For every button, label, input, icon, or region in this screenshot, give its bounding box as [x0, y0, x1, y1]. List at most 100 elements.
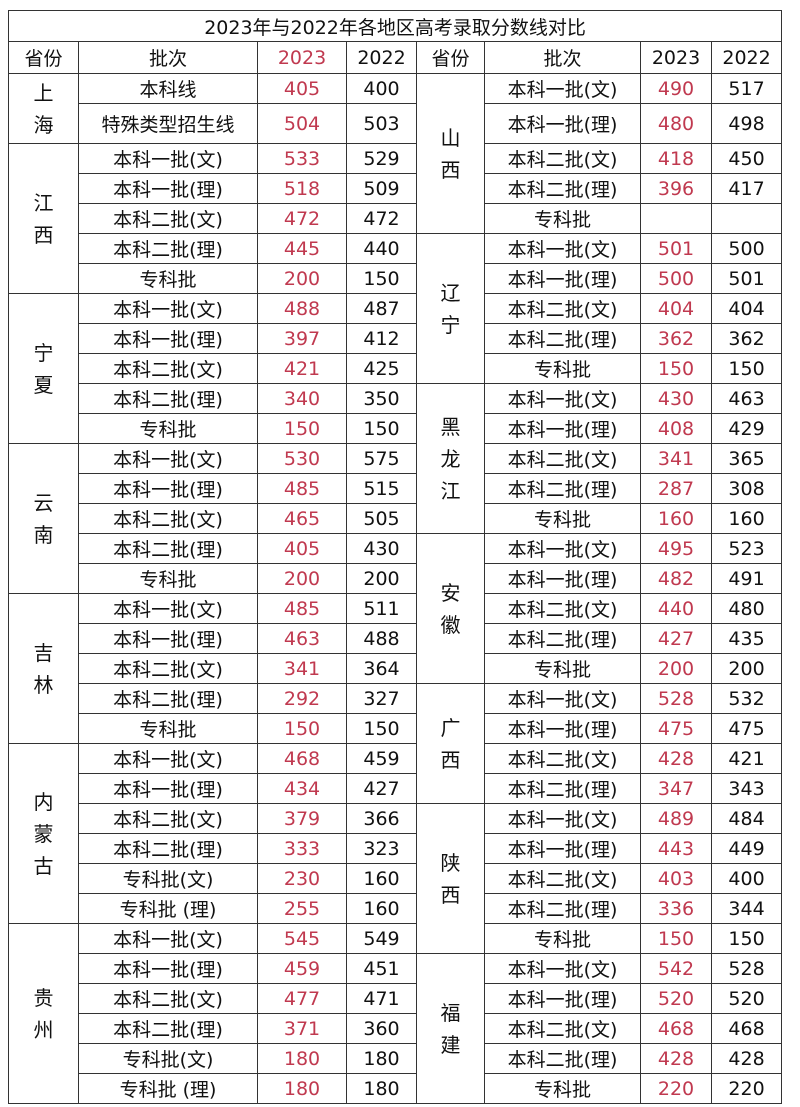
- score-2022-cell: 180: [346, 1043, 417, 1074]
- table-row: 本科二批(文) 465 505 专科批 160 160: [9, 503, 783, 534]
- table-row: 本科二批(理) 333 323 本科一批(理) 443 449: [9, 833, 783, 864]
- batch-cell: 本科二批(文): [484, 743, 641, 774]
- batch-cell: 本科一批(理): [78, 323, 258, 354]
- score-2023-cell: 403: [640, 863, 712, 894]
- score-2023-cell: 485: [257, 593, 347, 624]
- score-2023-cell: 405: [257, 73, 347, 104]
- score-2023-cell: 528: [640, 683, 712, 714]
- table-row: 本科一批(理) 459 451 福建 本科一批(文) 542 528: [9, 953, 783, 1104]
- batch-cell: 专科批: [484, 353, 641, 384]
- score-2023-cell: 440: [640, 593, 712, 624]
- batch-cell: 本科一批(理): [484, 413, 641, 444]
- score-2023-cell: 428: [640, 743, 712, 774]
- score-2023-cell: 150: [257, 713, 347, 744]
- score-comparison-table: 2023年与2022年各地区高考录取分数线对比 省份 批次 2023 2022 …: [7, 10, 783, 1104]
- batch-cell: 本科一批(理): [484, 103, 641, 144]
- province-cell: 云南: [8, 443, 79, 594]
- score-2023-cell: 495: [640, 533, 712, 564]
- batch-cell: 本科二批(文): [78, 983, 258, 1014]
- score-2022-cell: 472: [346, 203, 417, 234]
- table-row: 江西 本科一批(文) 533 529 本科二批(文) 418 450: [8, 143, 783, 294]
- batch-cell: 本科一批(文): [484, 233, 641, 264]
- score-2023-cell: 468: [640, 1013, 712, 1044]
- score-2022-cell: 528: [710, 953, 783, 984]
- table-row: 专科批 150 150 本科一批(理) 408 429: [9, 413, 783, 444]
- table-row: 专科批(文) 180 180 本科二批(理) 428 428: [9, 1043, 783, 1074]
- score-2023-cell: 180: [257, 1043, 347, 1074]
- batch-cell: 本科二批(理): [484, 323, 641, 354]
- score-2023-cell: 150: [257, 413, 347, 444]
- header-2022-left: 2022: [346, 41, 417, 74]
- score-2022-cell: 150: [346, 263, 417, 294]
- batch-cell: 本科二批(理): [484, 1043, 641, 1074]
- score-2023-cell: 418: [640, 143, 712, 174]
- score-2023-cell: 379: [257, 803, 347, 834]
- score-2023-cell: 501: [640, 233, 712, 264]
- score-2022-cell: 500: [710, 233, 783, 264]
- score-2023-cell: 255: [257, 893, 347, 924]
- batch-cell: 专科批: [484, 1073, 641, 1104]
- batch-cell: 本科一批(理): [484, 563, 641, 594]
- batch-cell: 专科批(文): [78, 1043, 258, 1074]
- score-2022-cell: 503: [346, 103, 417, 144]
- batch-cell: 本科一批(文): [484, 533, 641, 564]
- score-2022-cell: 150: [710, 353, 783, 384]
- table-row: 专科批(文) 230 160 本科二批(文) 403 400: [9, 863, 783, 894]
- batch-cell: 本科二批(理): [484, 893, 641, 924]
- score-2022-cell: 517: [710, 73, 783, 104]
- score-2023-cell: 333: [257, 833, 347, 864]
- province-cell: 广西: [416, 683, 485, 804]
- score-2022-cell: 488: [346, 623, 417, 654]
- score-2022-cell: 362: [710, 323, 783, 354]
- score-2023-cell: 489: [640, 803, 712, 834]
- batch-cell: 专科批: [78, 263, 258, 294]
- province-cell: 吉林: [8, 593, 79, 744]
- score-2023-cell: 220: [640, 1073, 712, 1104]
- score-2023-cell: 480: [640, 103, 712, 144]
- score-2023-cell: 428: [640, 1043, 712, 1074]
- batch-cell: 本科二批(文): [78, 503, 258, 534]
- header-row: 省份 批次 2023 2022 省份 批次 2023 2022: [8, 41, 783, 74]
- header-2023-right: 2023: [640, 41, 712, 74]
- score-2022-cell: 350: [346, 383, 417, 414]
- header-batch-left: 批次: [78, 41, 258, 74]
- batch-cell: 本科二批(文): [78, 203, 258, 234]
- score-2022-cell: 360: [346, 1013, 417, 1044]
- score-2023-cell: 421: [257, 353, 347, 384]
- table-row: 本科一批(理) 518 509 本科二批(理) 396 417: [9, 173, 783, 204]
- batch-cell: 专科批: [484, 203, 641, 234]
- score-2023-cell: 200: [257, 263, 347, 294]
- score-2023-cell: 405: [257, 533, 347, 564]
- score-2023-cell: 520: [640, 983, 712, 1014]
- province-name: 辽宁: [440, 280, 461, 337]
- score-2023-cell: 150: [640, 923, 712, 954]
- score-2022-cell: 200: [710, 653, 783, 684]
- score-2023-cell: [640, 203, 712, 234]
- table-row: 本科一批(理) 485 515 本科二批(理) 287 308: [9, 473, 783, 504]
- score-2023-cell: 533: [257, 143, 347, 174]
- score-2022-cell: 429: [710, 413, 783, 444]
- province-cell: 贵州: [8, 923, 79, 1104]
- score-2022-cell: 200: [346, 563, 417, 594]
- score-2023-cell: 518: [257, 173, 347, 204]
- batch-cell: 本科一批(文): [484, 73, 641, 104]
- batch-cell: 专科批: [78, 713, 258, 744]
- header-2023-left: 2023: [257, 41, 347, 74]
- batch-cell: 本科一批(文): [78, 293, 258, 324]
- score-2023-cell: 397: [257, 323, 347, 354]
- score-2022-cell: 449: [710, 833, 783, 864]
- score-2023-cell: 430: [640, 383, 712, 414]
- score-2022-cell: 327: [346, 683, 417, 714]
- province-name: 广西: [440, 715, 461, 772]
- batch-cell: 本科一批(理): [484, 833, 641, 864]
- score-2022-cell: 487: [346, 293, 417, 324]
- score-2023-cell: 341: [640, 443, 712, 474]
- batch-cell: 本科二批(理): [484, 623, 641, 654]
- header-2022-right: 2022: [710, 41, 783, 74]
- score-2023-cell: 504: [257, 103, 347, 144]
- table-row: 专科批 (理) 255 160 本科二批(理) 336 344: [9, 893, 783, 924]
- province-name: 黑龙江: [440, 414, 461, 503]
- province-name: 安徽: [440, 580, 461, 637]
- score-2022-cell: 421: [710, 743, 783, 774]
- batch-cell: 本科一批(理): [78, 173, 258, 204]
